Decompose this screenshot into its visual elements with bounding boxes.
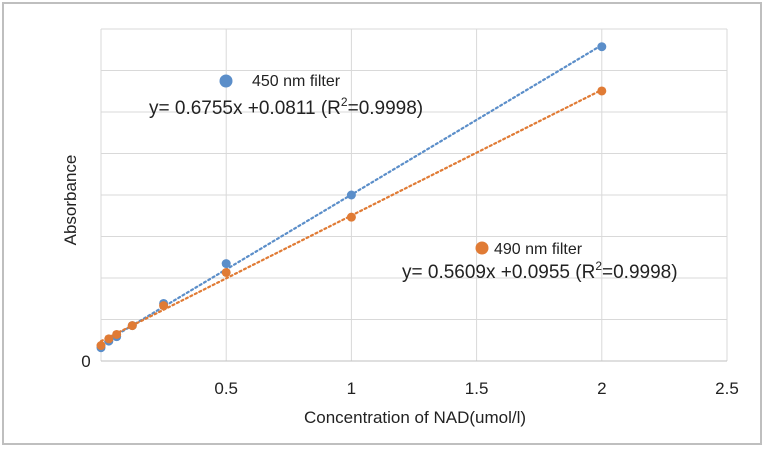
data-point-series-2 [104, 334, 114, 344]
legend-label-450-nm: 450 nm filter [252, 73, 341, 90]
data-point-series-1 [221, 259, 231, 269]
data-point-series-2 [96, 341, 106, 351]
legend-marker-450-nm [219, 74, 233, 88]
x-tick-label: 2.5 [715, 379, 739, 398]
x-tick-label: 0.5 [214, 379, 238, 398]
legend-450-nm: 450 nm filter y= 0.6755x +0.0811 (R2=0.9… [149, 73, 423, 119]
x-axis-label: Concentration of NAD(umol/l) [304, 408, 526, 427]
x-tick-label: 1.5 [465, 379, 489, 398]
legend-marker-490-nm [475, 241, 489, 255]
data-point-series-2 [597, 86, 607, 96]
equation-490-nm-main: y= 0.5609x +0.0955 (R [402, 262, 595, 283]
equation-490-nm-r2: =0.9998) [602, 262, 678, 283]
equation-450-nm-sup: 2 [341, 95, 348, 109]
y-tick-label: 0 [81, 352, 90, 371]
scatter-chart: 0.5 1 1.5 2 2.5 0 Absorbance Concentration of… [61, 28, 739, 427]
chart-frame: 0.5 1 1.5 2 2.5 0 Absorbance Concentration of… [2, 2, 762, 445]
y-axis-label: Absorbance [61, 155, 80, 246]
data-point-series-2 [112, 329, 122, 339]
equation-450-nm: y= 0.6755x +0.0811 (R2=0.9998) [149, 95, 423, 119]
data-point-series-1 [597, 42, 607, 52]
equation-450-nm-main: y= 0.6755x +0.0811 (R [149, 98, 341, 119]
legend-490-nm: 490 nm filter y= 0.5609x +0.0955 (R2=0.9… [402, 241, 678, 283]
data-point-series-1 [346, 190, 356, 200]
data-point-series-2 [346, 212, 356, 222]
equation-490-nm: y= 0.5609x +0.0955 (R2=0.9998) [402, 259, 678, 283]
x-tick-label: 1 [347, 379, 356, 398]
x-tick-label: 2 [597, 379, 606, 398]
legend-label-490-nm: 490 nm filter [494, 241, 583, 258]
equation-490-nm-sup: 2 [595, 259, 602, 273]
grid-layer [100, 28, 728, 362]
equation-450-nm-r2: =0.9998) [348, 98, 424, 119]
tick-layer: 0.5 1 1.5 2 2.5 0 [81, 352, 739, 398]
point-layer [96, 42, 607, 353]
data-point-series-2 [127, 321, 137, 331]
data-point-series-2 [159, 301, 169, 311]
data-point-series-2 [221, 267, 231, 277]
